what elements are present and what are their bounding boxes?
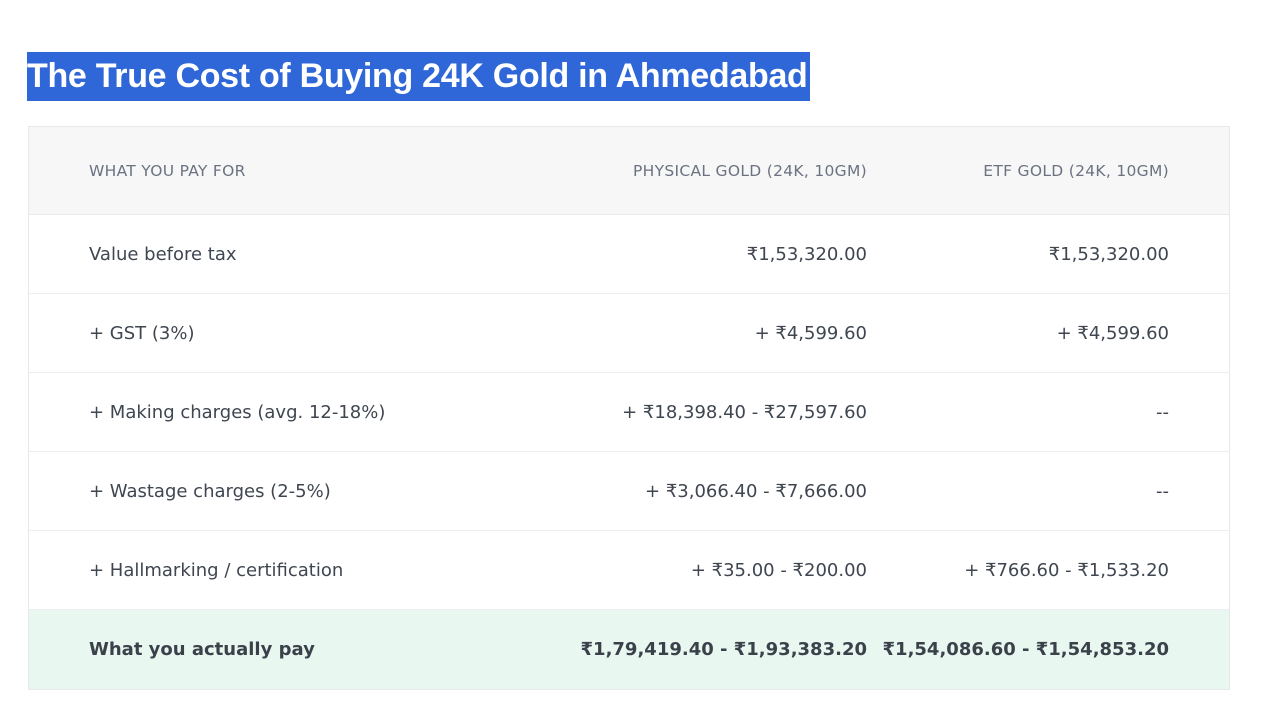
page-title: The True Cost of Buying 24K Gold in Ahme… bbox=[27, 52, 810, 101]
table-header-row: WHAT YOU PAY FOR PHYSICAL GOLD (24K, 10G… bbox=[29, 127, 1229, 215]
physical-value: ₹1,53,320.00 bbox=[746, 243, 867, 265]
header-etf-gold: ETF GOLD (24K, 10GM) bbox=[983, 161, 1169, 180]
table-total-row: What you actually pay ₹1,79,419.40 - ₹1,… bbox=[29, 610, 1229, 689]
cost-comparison-table: WHAT YOU PAY FOR PHYSICAL GOLD (24K, 10G… bbox=[28, 126, 1230, 690]
row-label: Value before tax bbox=[89, 243, 237, 265]
etf-total: ₹1,54,086.60 - ₹1,54,853.20 bbox=[882, 639, 1169, 660]
table-row: + Hallmarking / certification + ₹35.00 -… bbox=[29, 531, 1229, 610]
etf-value: ₹1,53,320.00 bbox=[1048, 243, 1169, 265]
physical-value: + ₹18,398.40 - ₹27,597.60 bbox=[622, 401, 867, 423]
table-row: + GST (3%) + ₹4,599.60 + ₹4,599.60 bbox=[29, 294, 1229, 373]
row-label: + Making charges (avg. 12-18%) bbox=[89, 401, 386, 423]
physical-value: + ₹3,066.40 - ₹7,666.00 bbox=[645, 480, 867, 502]
etf-value: -- bbox=[1156, 480, 1169, 502]
physical-value: + ₹35.00 - ₹200.00 bbox=[690, 559, 867, 581]
etf-value: -- bbox=[1156, 401, 1169, 423]
total-label: What you actually pay bbox=[89, 639, 315, 660]
physical-total: ₹1,79,419.40 - ₹1,93,383.20 bbox=[580, 639, 867, 660]
physical-value: + ₹4,599.60 bbox=[754, 322, 867, 344]
row-label: + Hallmarking / certification bbox=[89, 559, 344, 581]
header-physical-gold: PHYSICAL GOLD (24K, 10GM) bbox=[632, 161, 867, 180]
table-row: Value before tax ₹1,53,320.00 ₹1,53,320.… bbox=[29, 215, 1229, 294]
etf-value: + ₹4,599.60 bbox=[1056, 322, 1169, 344]
table-row: + Making charges (avg. 12-18%) + ₹18,398… bbox=[29, 373, 1229, 452]
row-label: + Wastage charges (2-5%) bbox=[89, 480, 331, 502]
etf-value: + ₹766.60 - ₹1,533.20 bbox=[964, 559, 1169, 581]
header-what-you-pay-for: WHAT YOU PAY FOR bbox=[89, 161, 246, 180]
row-label: + GST (3%) bbox=[89, 322, 195, 344]
table-row: + Wastage charges (2-5%) + ₹3,066.40 - ₹… bbox=[29, 452, 1229, 531]
